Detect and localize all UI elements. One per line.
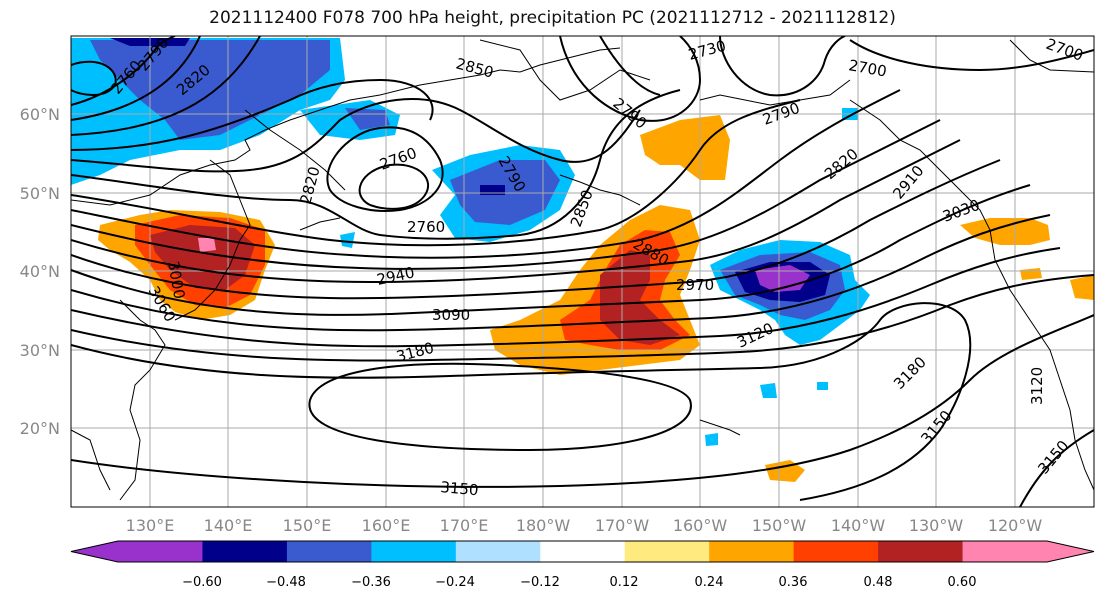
colorbar-swatch	[202, 541, 288, 562]
colorbar-tick-label: −0.24	[435, 575, 475, 590]
colorbar-swatch	[709, 541, 795, 562]
lon-label: 150°W	[752, 516, 807, 535]
colorbar-swatch	[455, 541, 541, 562]
colorbar-extend-max	[1047, 541, 1094, 562]
colorbar-tick-label: 0.48	[864, 575, 893, 590]
colorbar-tick-label: 0.60	[948, 575, 977, 590]
colorbar-swatch	[540, 541, 626, 562]
contour-label: 3150	[440, 478, 480, 499]
latitude-axis: 60°N 50°N 40°N 30°N 20°N	[20, 105, 60, 438]
lat-label: 50°N	[20, 184, 60, 203]
map-frame	[70, 35, 1095, 508]
colorbar-swatch	[878, 541, 964, 562]
contour-label: 2760	[407, 218, 445, 236]
lon-label: 160°W	[673, 516, 728, 535]
longitude-axis: 130°E 140°E 150°E 160°E 170°E 180°W 170°…	[126, 516, 1043, 535]
lat-label: 40°N	[20, 262, 60, 281]
colorbar-tick-label: −0.36	[351, 575, 391, 590]
colorbar-ticks: −0.60 −0.48 −0.36 −0.24 −0.12 0.12 0.24 …	[182, 575, 976, 590]
colorbar-tick-label: 0.12	[610, 575, 639, 590]
lon-label: 160°E	[362, 516, 411, 535]
colorbar-tick-label: −0.60	[182, 575, 222, 590]
colorbar-outline	[70, 540, 1095, 563]
lon-label: 130°E	[126, 516, 175, 535]
lat-label: 60°N	[20, 105, 60, 124]
lon-label: 130°W	[909, 516, 964, 535]
lon-label: 180°W	[516, 516, 571, 535]
colorbar	[70, 540, 1095, 563]
colorbar-swatch	[286, 541, 372, 562]
colorbar-tick-label: 0.36	[779, 575, 808, 590]
colorbar-swatch	[371, 541, 457, 562]
colorbar-swatch	[793, 541, 879, 562]
lon-label: 120°W	[988, 516, 1043, 535]
colorbar-tick-label: 0.24	[695, 575, 724, 590]
lon-label: 170°E	[440, 516, 489, 535]
contour-label: 3120	[1028, 367, 1046, 405]
lat-label: 30°N	[20, 341, 60, 360]
contour-label: 3090	[432, 306, 470, 324]
contour-label: 2970	[676, 276, 714, 294]
map-canvas: 2760 2790 2820 2850 2730 2700 2700 2790 …	[71, 36, 1094, 507]
lon-label: 170°W	[595, 516, 650, 535]
lon-label: 140°W	[831, 516, 886, 535]
colorbar-swatch	[118, 541, 203, 562]
colorbar-tick-label: −0.48	[266, 575, 306, 590]
colorbar-swatch	[624, 541, 710, 562]
colorbar-tick-label: −0.12	[520, 575, 560, 590]
lon-label: 140°E	[204, 516, 253, 535]
lon-label: 150°E	[283, 516, 332, 535]
colorbar-swatch	[962, 541, 1048, 562]
lat-label: 20°N	[20, 419, 60, 438]
height-contours	[71, 36, 1094, 507]
coastlines	[71, 39, 1094, 501]
colorbar-extend-min	[71, 541, 118, 562]
map-title: 2021112400 F078 700 hPa height, precipit…	[209, 8, 896, 28]
